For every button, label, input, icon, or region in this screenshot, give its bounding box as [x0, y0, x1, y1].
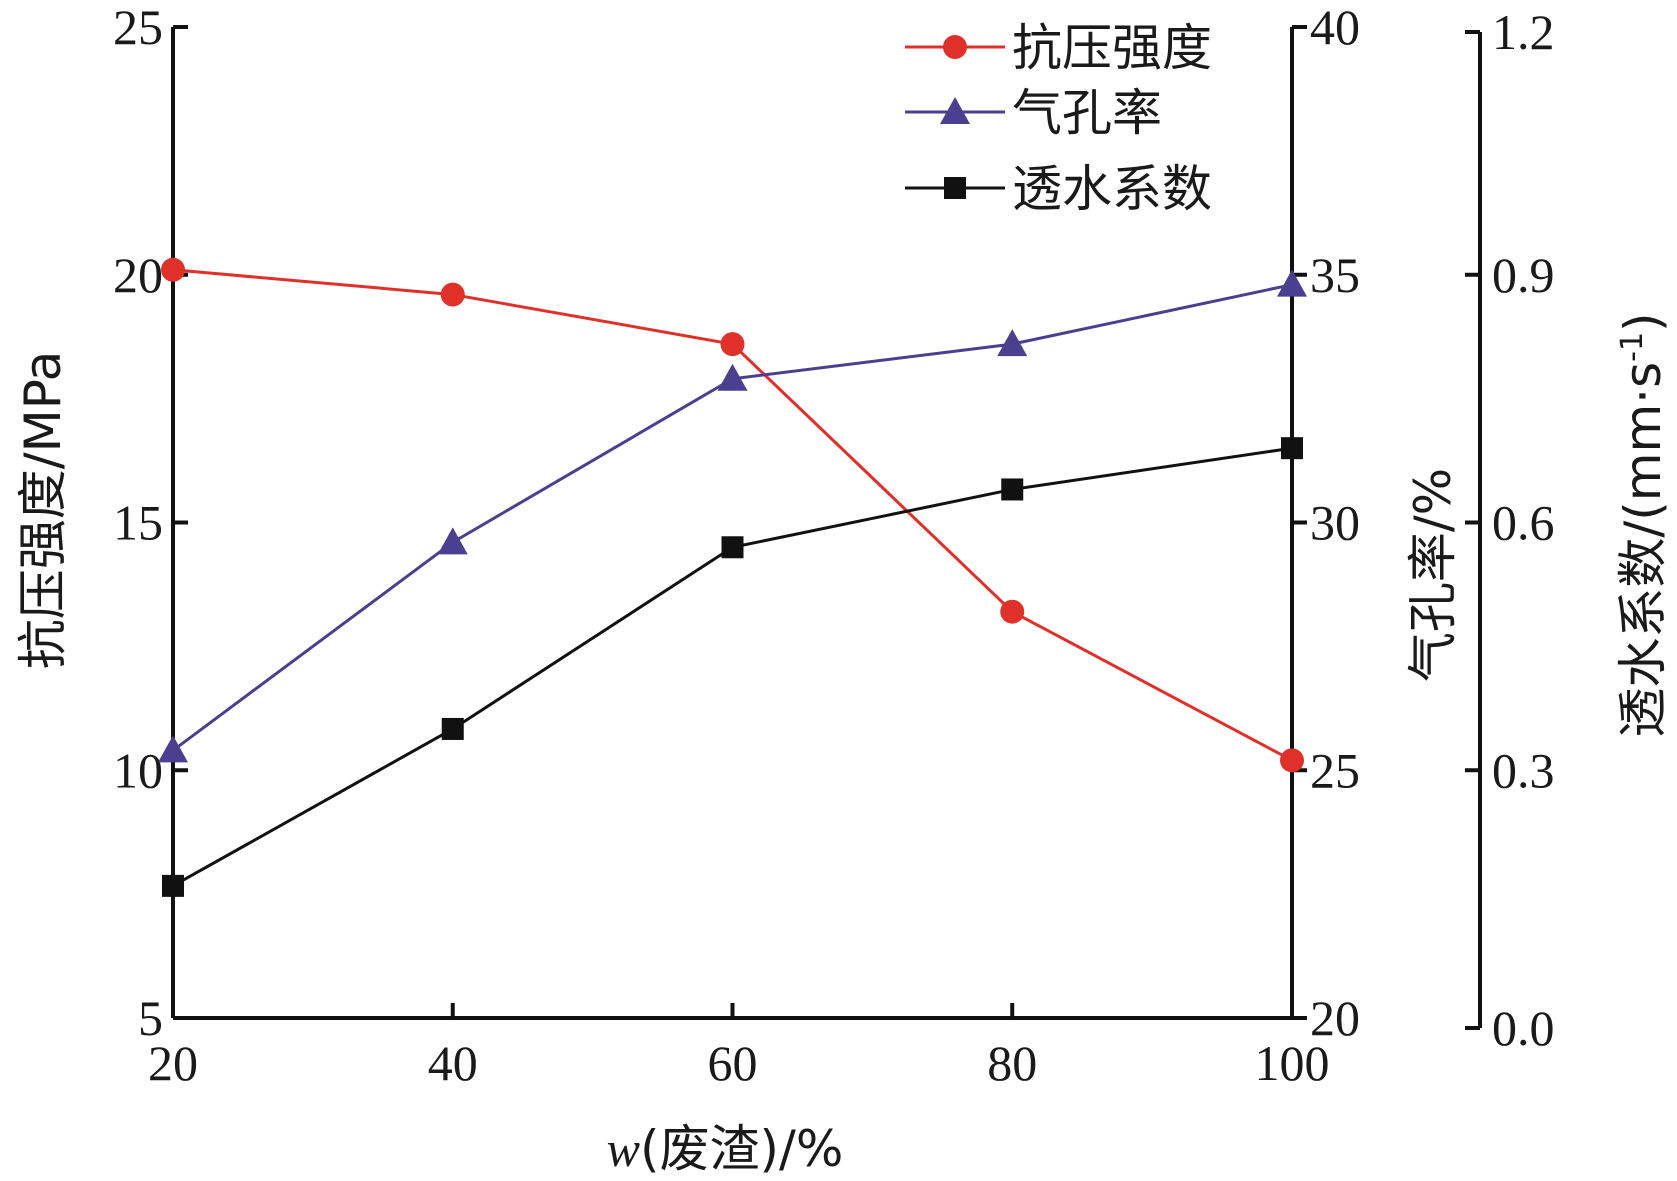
data-point-triangle [158, 735, 188, 763]
series-square [162, 437, 1303, 897]
right1-tick-label: 25 [1310, 742, 1360, 798]
data-point-circle [1280, 748, 1304, 773]
series-triangle [158, 269, 1307, 763]
legend-label: 透水系数 [1012, 160, 1212, 218]
right2-tick-label: 0.6 [1492, 495, 1555, 551]
data-point-circle [1000, 599, 1025, 624]
x-axis-title: w(废渣)/% [607, 1120, 844, 1178]
right2-tick-label: 0.3 [1492, 742, 1555, 798]
right2-tick-label: 1.2 [1492, 4, 1555, 60]
x-tick-label: 60 [708, 1035, 758, 1091]
x-tick-label: 80 [987, 1035, 1037, 1091]
x-axis-unit: (废渣)/% [640, 1120, 843, 1178]
legend-label: 抗压强度 [1012, 19, 1212, 77]
data-point-square [721, 536, 744, 559]
right2-tick-label: 0.9 [1492, 247, 1555, 303]
x-tick-label: 100 [1255, 1035, 1330, 1091]
data-point-triangle [997, 329, 1028, 357]
right1-tick-label: 35 [1310, 247, 1360, 303]
x-tick-label: 40 [428, 1035, 478, 1091]
legend-label: 气孔率 [1012, 84, 1162, 142]
right2-axis-title: 透水系数/(mm·s-1) [1614, 312, 1672, 737]
right1-tick-label: 20 [1310, 990, 1360, 1046]
x-tick-label: 20 [148, 1035, 198, 1091]
data-point-square [944, 177, 966, 199]
left-tick-label: 20 [113, 247, 163, 303]
left-axis-title: 抗压强度/MPa [14, 351, 72, 670]
data-point-triangle [940, 97, 970, 124]
data-point-circle [161, 257, 185, 282]
axes-layer: 20 40 60 80 100 5 10 15 20 25 20 25 30 35 40 0.0 0.3 0.6 0… [113, 0, 1555, 1091]
data-point-square [1001, 478, 1024, 501]
left-tick-label: 10 [113, 742, 163, 798]
legend-item: 气孔率 [905, 84, 1162, 142]
series-line [172, 446, 1293, 888]
right2-axis-title-sup: -1 [1615, 332, 1650, 362]
right2-axis-title-main: 透水系数/(mm·s [1614, 362, 1672, 738]
data-point-triangle [437, 527, 468, 555]
right2-tick-label: 0.0 [1492, 1000, 1555, 1056]
data-point-square [162, 874, 184, 897]
series-layer [158, 257, 1307, 897]
left-tick-label: 15 [113, 495, 163, 551]
data-point-square [1281, 437, 1303, 460]
data-point-circle [720, 332, 745, 357]
data-point-square [441, 717, 464, 740]
data-point-triangle [717, 363, 748, 391]
series-circle [161, 257, 1304, 773]
data-point-circle [440, 282, 465, 307]
data-point-circle [943, 35, 967, 59]
legend-item: 透水系数 [905, 160, 1212, 218]
legend-item: 抗压强度 [905, 19, 1212, 77]
right1-tick-label: 40 [1310, 0, 1360, 55]
right2-axis-title-close: ) [1614, 312, 1672, 332]
data-point-triangle [1277, 269, 1307, 297]
x-axis-variable: w [607, 1121, 640, 1177]
right1-axis-title: 气孔率/% [1404, 468, 1462, 682]
left-tick-label: 25 [113, 0, 163, 55]
left-tick-label: 5 [138, 990, 163, 1046]
right1-tick-label: 30 [1310, 495, 1360, 551]
